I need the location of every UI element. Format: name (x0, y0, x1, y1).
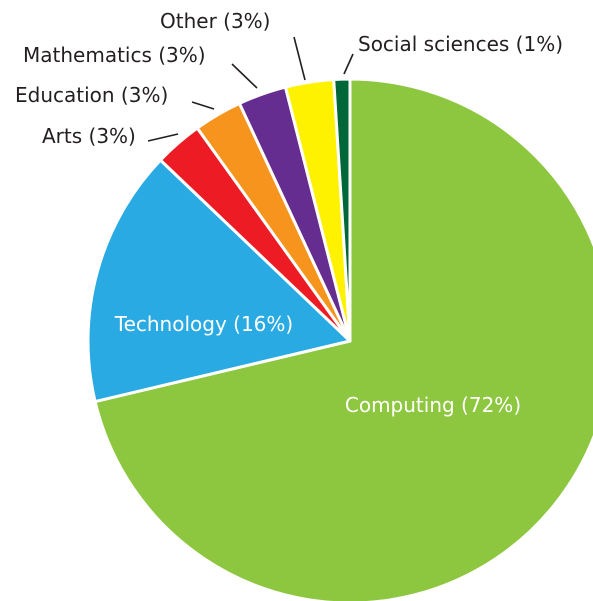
pie-slice-computing (93, 77, 593, 601)
slice-label-education: Education (3%) (15, 83, 168, 107)
slice-label-technology: Technology (16%) (114, 312, 293, 336)
slice-label-other: Other (3%) (160, 9, 270, 33)
label-leader-lines (147, 36, 354, 142)
slice-label-social-sciences: Social sciences (1%) (358, 32, 563, 56)
leader-line-social-sciences (343, 53, 354, 75)
pie-slice-technology (86, 158, 352, 404)
slice-label-arts: Arts (3%) (42, 124, 136, 148)
leader-line-mathematics (231, 63, 258, 89)
leader-line-arts (147, 133, 179, 142)
slice-labels: Computing (72%) Technology (16%) Arts (3%)… (15, 9, 563, 417)
leader-line-other (293, 36, 306, 81)
pie-slices (86, 77, 593, 601)
pie-slice-social-sciences (332, 77, 352, 343)
leader-line-education (191, 101, 215, 110)
slice-label-computing: Computing (72%) (345, 393, 521, 417)
slice-label-mathematics: Mathematics (3%) (23, 43, 206, 67)
